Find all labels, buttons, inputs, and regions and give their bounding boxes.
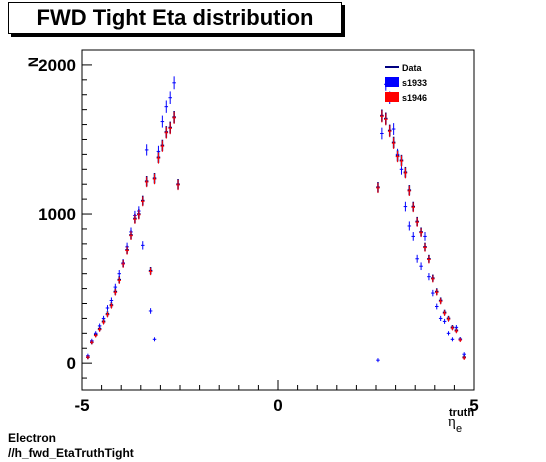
data-point-s1933 [109,297,114,304]
data-point-s1946 [411,202,416,213]
data-point-s1933 [407,221,412,231]
data-point-s1933 [462,352,466,357]
data-point-s1946 [176,179,180,191]
data-point-s1946 [137,210,141,220]
x-tick-label: -5 [74,396,89,415]
data-point-s1946 [407,185,412,196]
data-point-s1946 [419,228,423,238]
data-point-s1946 [109,302,114,309]
data-point-s1946 [86,355,90,360]
data-point-s1946 [427,255,431,264]
y-tick-label: 2000 [38,56,76,75]
data-point-s1933 [427,273,431,281]
data-point-s1946 [454,328,459,334]
data-point-s1946 [434,289,439,296]
legend-label-s1933: s1933 [402,78,427,88]
data-point-s1933 [446,331,451,336]
data-point-s1946 [380,110,384,123]
data-point-s1946 [403,167,408,179]
data-point-s1933 [380,127,384,140]
data-point-s1933 [168,91,172,105]
data-point-s1946 [101,319,106,325]
data-point-s1933 [431,289,435,297]
data-point-s1933 [442,318,447,324]
data-point-s1933 [391,123,396,135]
x-tick-label: 5 [469,396,478,415]
data-point-s1933 [423,232,427,241]
data-point-s1933 [376,358,380,363]
data-point-s1946 [399,155,404,167]
data-point-s1933 [148,308,153,314]
x-axis-label-sub: e [456,423,462,435]
legend: Data s1933 s1946 [385,63,427,103]
y-axis-label: N [25,57,41,67]
x-axis-label-sup: truth [449,407,474,419]
data-point-s1946 [144,176,149,188]
data-marks [86,76,466,363]
data-point-s1946 [446,316,451,322]
footer-line-2: //h_fwd_EtaTruthTight [8,446,134,460]
data-point-s1933 [450,337,455,342]
data-point-s1946 [105,312,110,318]
data-point-s1946 [172,111,176,124]
data-point-s1946 [462,355,466,360]
data-point-s1946 [121,260,125,268]
data-point-s1933 [172,76,176,90]
data-point-s1946 [384,113,388,126]
legend-label-Data: Data [402,63,423,73]
data-point-s1946 [117,276,122,284]
data-point-s1933 [140,241,145,250]
data-point-s1933 [144,144,149,156]
data-point-s1946 [431,275,435,283]
data-point-s1946 [438,298,443,305]
data-point-s1933 [152,337,157,342]
data-point-s1933 [454,325,459,330]
x-tick-label: 0 [273,396,282,415]
data-point-s1946 [113,289,118,296]
data-point-s1946 [391,137,396,149]
data-point-s1946 [93,333,98,338]
chart-title: FWD Tight Eta distribution [8,2,342,34]
legend-swatch-s1933 [385,77,399,87]
data-point-s1946 [423,243,427,252]
data-point-s1946 [90,340,94,345]
data-point-s1946 [168,122,172,135]
data-point-s1946 [148,267,153,276]
y-tick-label: 1000 [38,205,76,224]
data-point-s1933 [164,100,169,113]
y-tick-label: 0 [67,354,76,373]
data-point-s1946 [133,214,137,224]
data-point-s1946 [125,246,129,255]
data-point-s1946 [387,125,392,138]
data-point-s1946 [395,151,400,163]
data-point-s1946 [156,152,161,164]
data-point-s1933 [411,232,416,241]
data-point-s1933 [105,305,110,311]
data-point-s1946 [160,140,165,152]
data-point-s1933 [415,254,419,263]
data-point-s1933 [419,262,423,271]
data-point-s1946 [450,325,455,331]
footer-line-1: Electron [8,431,57,445]
x-axis-label: η [448,414,456,430]
data-point-s1946 [442,310,447,316]
data-point-s1946 [152,173,157,185]
data-point-s1946 [376,182,380,194]
data-point-s1946 [415,217,419,227]
data-point-s1933 [434,303,439,310]
data-point-s1933 [160,115,165,128]
data-point-s1946 [97,327,102,332]
data-point-s1946 [164,126,169,139]
data-point-s1946 [129,231,133,241]
data-point-s1933 [403,201,408,212]
data-point-s1946 [140,196,145,207]
data-point-s1946 [458,338,463,343]
legend-swatch-s1946 [385,92,399,102]
legend-label-s1946: s1946 [402,93,427,103]
data-point-s1933 [438,315,443,322]
data-point-s1933 [117,270,122,278]
